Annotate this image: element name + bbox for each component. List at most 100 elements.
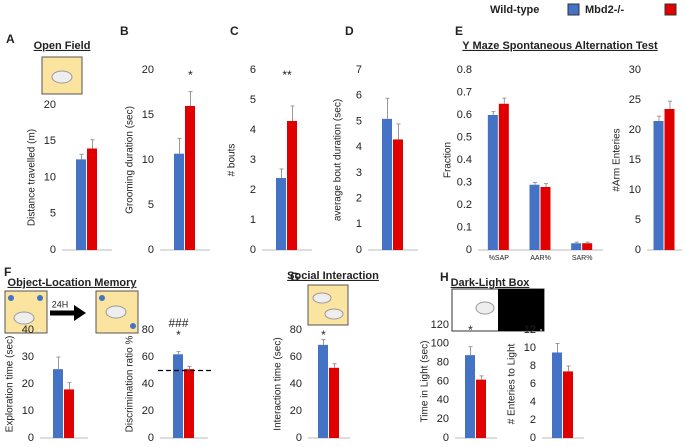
y-axis-label: Distance travelled (m) <box>27 129 38 226</box>
y-tick-label: 25 <box>629 94 641 106</box>
y-tick-label: 20 <box>290 405 302 417</box>
panel-letter: C <box>230 24 239 38</box>
bar <box>174 153 184 250</box>
y-tick-label: 20 <box>44 99 56 111</box>
bar <box>552 352 562 438</box>
y-tick-label: 0.3 <box>457 176 472 188</box>
y-tick-label: 80 <box>290 324 302 336</box>
y-tick-label: 6 <box>356 90 362 102</box>
y-tick-label: 8 <box>530 360 536 372</box>
annotation: * <box>468 323 473 337</box>
y-tick-label: 5 <box>356 115 362 127</box>
y-axis-label: Discrimination ratio % <box>125 336 136 433</box>
y-tick-label: 20 <box>22 378 34 390</box>
panel-title: Object-Location Memory <box>8 277 138 289</box>
bar <box>476 379 486 438</box>
y-tick-label: 0.1 <box>457 221 472 233</box>
y-tick-label: 15 <box>44 135 56 147</box>
y-tick-label: 20 <box>437 413 449 425</box>
social-icon <box>307 284 349 326</box>
annotation: * <box>176 328 181 342</box>
y-tick-label: 60 <box>290 351 302 363</box>
y-tick-label: 120 <box>431 319 449 331</box>
bar <box>540 187 551 250</box>
object-location-icon <box>4 290 139 334</box>
x-tick-label: %SAP <box>489 255 510 262</box>
annotation: * <box>188 68 193 82</box>
y-tick-label: 4 <box>356 141 362 153</box>
dark-light-icon <box>451 288 545 332</box>
panel-title: Social Interaction <box>287 270 379 282</box>
y-axis-label: average bout duration (sec) <box>333 99 344 221</box>
y-tick-label: 30 <box>22 351 34 363</box>
panel-letter: F <box>4 265 11 279</box>
x-tick-label: AAR% <box>530 255 551 262</box>
y-tick-label: 60 <box>437 375 449 387</box>
annotation: ** <box>282 68 292 82</box>
y-axis-label: # bouts <box>227 144 238 177</box>
bar <box>287 121 297 250</box>
bar <box>465 355 475 438</box>
y-tick-label: 0 <box>635 244 641 256</box>
y-tick-label: 0 <box>443 432 449 444</box>
bar <box>318 344 328 438</box>
bar <box>87 148 97 250</box>
y-tick-label: 0 <box>50 244 56 256</box>
y-tick-label: 5 <box>50 208 56 220</box>
bar <box>76 159 86 250</box>
bar <box>382 118 392 250</box>
bar <box>184 369 194 438</box>
y-tick-label: 4 <box>530 396 536 408</box>
y-tick-label: 0.5 <box>457 131 472 143</box>
y-tick-label: 6 <box>530 378 536 390</box>
y-tick-label: 100 <box>431 338 449 350</box>
bar <box>498 103 509 250</box>
annotation: * <box>321 328 326 342</box>
y-tick-label: 0.4 <box>457 154 472 166</box>
open-field-icon <box>41 56 83 95</box>
bar <box>653 121 664 250</box>
y-tick-label: 20 <box>142 64 154 76</box>
y-tick-label: 0 <box>250 244 256 256</box>
y-tick-label: 2 <box>250 184 256 196</box>
legend-swatch <box>664 3 677 16</box>
y-tick-label: 7 <box>356 64 362 76</box>
y-tick-label: 20 <box>629 124 641 136</box>
y-tick-label: 5 <box>148 199 154 211</box>
y-tick-label: 40 <box>437 394 449 406</box>
y-tick-label: 0.6 <box>457 109 472 121</box>
y-tick-label: 15 <box>142 109 154 121</box>
bar <box>185 106 195 250</box>
panel-letter: G <box>290 270 299 284</box>
y-axis-label: Exploration time (sec) <box>5 336 16 433</box>
bar <box>329 367 339 438</box>
y-tick-label: 40 <box>22 324 34 336</box>
y-tick-label: 2 <box>356 192 362 204</box>
panel-title: Y Maze Spontaneous Alternation Test <box>462 40 658 52</box>
y-tick-label: 6 <box>250 64 256 76</box>
y-tick-label: 15 <box>629 154 641 166</box>
y-tick-label: 10 <box>22 405 34 417</box>
bar <box>276 178 286 250</box>
y-axis-label: Time in Light (sec) <box>420 341 431 423</box>
y-tick-label: 0 <box>466 244 472 256</box>
y-tick-label: 40 <box>290 378 302 390</box>
legend-label: Wild-type <box>490 4 539 16</box>
y-tick-label: 5 <box>250 94 256 106</box>
y-axis-label: Grooming duration (sec) <box>125 106 136 214</box>
bar <box>582 243 593 250</box>
panel-letter: A <box>6 32 15 46</box>
y-tick-label: 0.2 <box>457 199 472 211</box>
y-tick-label: 10 <box>629 184 641 196</box>
legend-swatch <box>567 3 580 16</box>
bar <box>53 369 63 438</box>
panel-title: Dark-Light Box <box>451 277 531 289</box>
panel-letter: H <box>440 270 449 284</box>
y-tick-label: 10 <box>524 342 536 354</box>
y-tick-label: 0 <box>530 432 536 444</box>
panel-letter: E <box>455 24 463 38</box>
y-tick-label: 80 <box>437 357 449 369</box>
bar <box>173 354 183 438</box>
y-tick-label: 3 <box>356 167 362 179</box>
